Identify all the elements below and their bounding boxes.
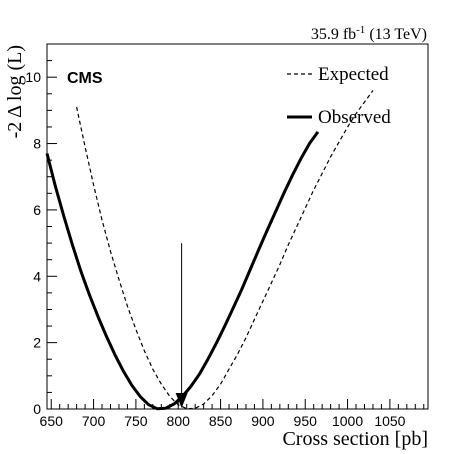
- y-tick-label: 10: [25, 69, 41, 85]
- y-axis-title: -2 Δ log (L): [4, 45, 26, 138]
- arrow-head: [175, 393, 188, 408]
- x-axis-title: Cross section [pb]: [282, 428, 428, 450]
- x-tick-label: 800: [167, 413, 191, 429]
- lumi-label: 35.9 fb-1 (13 TeV): [311, 24, 427, 43]
- y-tick-label: 8: [33, 136, 41, 152]
- x-tick-label: 700: [82, 413, 106, 429]
- y-tick-label: 2: [33, 335, 41, 351]
- x-tick-label: 650: [40, 413, 64, 429]
- curves-group: [45, 90, 374, 411]
- series-expected-line: [76, 90, 374, 410]
- legend: Expected Observed: [287, 64, 391, 128]
- y-tick-label: 4: [33, 268, 41, 284]
- x-tick-label: 750: [124, 413, 148, 429]
- x-tick-label: 1000: [332, 413, 363, 429]
- y-axis-ticks: 0 2 4 6 8 10: [25, 43, 57, 417]
- lumi-sup: -1: [356, 24, 365, 36]
- x-tick-label: 850: [209, 413, 233, 429]
- best-fit-arrow: [175, 243, 188, 408]
- legend-observed-label: Observed: [318, 107, 391, 128]
- x-axis-ticks: 650 700 750 800 850 900 950 1000 1050: [40, 399, 425, 429]
- y-tick-label: 6: [33, 202, 41, 218]
- x-tick-label: 900: [251, 413, 275, 429]
- y-tick-label: 0: [33, 401, 41, 417]
- legend-expected-label: Expected: [318, 64, 389, 85]
- x-tick-label: 1050: [374, 413, 405, 429]
- lumi-main: 35.9 fb: [311, 26, 356, 43]
- cms-label: CMS: [67, 70, 103, 87]
- lumi-rest: (13 TeV): [365, 26, 427, 43]
- x-tick-label: 950: [294, 413, 318, 429]
